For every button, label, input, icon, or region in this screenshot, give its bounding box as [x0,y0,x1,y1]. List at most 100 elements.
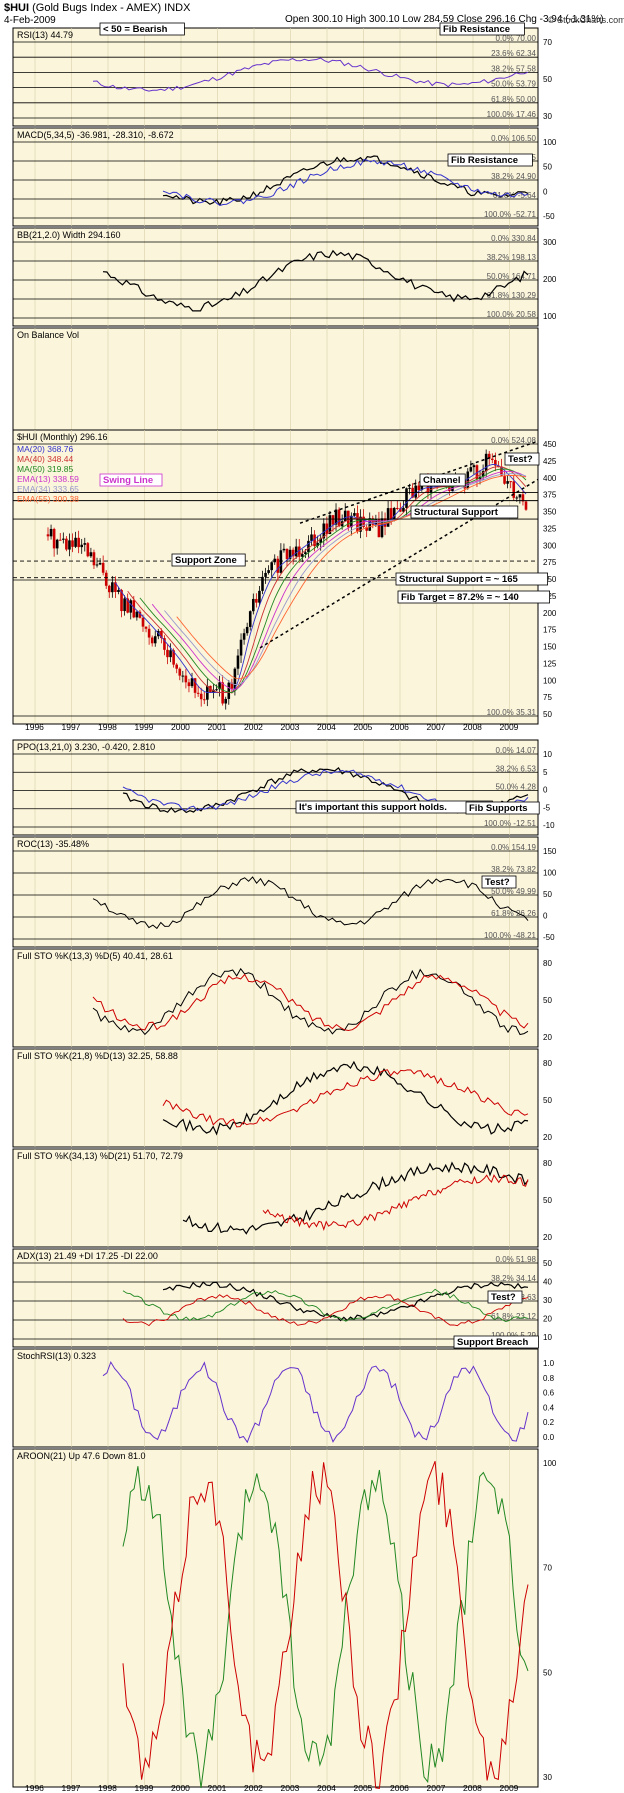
price-candle [236,655,240,669]
adx-series-line [122,1288,529,1322]
axis-tick-label: 450 [543,440,557,449]
fib-level-label: 0.0% 330.84 [491,234,536,243]
axis-tick-label: 100 [543,1459,557,1468]
panel-legend-macd: MACD(5,34,5) -36.981, -28.310, -8.672 [17,130,174,140]
price-candle [377,519,381,538]
axis-tick-label: -5 [543,803,551,812]
axis-tick-label: 50 [543,710,552,719]
price-candle [129,600,133,613]
annotation-box [171,553,246,567]
bb-series-line [102,249,529,312]
sto2-series-line [162,1060,529,1136]
annotation-roc: Test? [485,877,510,888]
x-axis-year-label: 2000 [171,722,190,732]
price-candle [202,699,206,701]
axis-tick-label: 75 [543,693,552,702]
price-candle [270,562,273,571]
fib-level-label: 50.0% 53.79 [491,80,536,89]
annotation-box [439,22,525,36]
price-candle [509,481,512,483]
roc-series-line [92,876,529,930]
price-candle [276,558,280,573]
price-candle [380,518,384,538]
price-candle [350,515,353,528]
panel-aroon [12,1448,539,1788]
price-candle [408,487,411,489]
x-axis-year-label: 2002 [244,1783,263,1793]
stochrsi-series-line [102,1360,529,1444]
aroon-series-line [122,1461,529,1789]
axis-tick-label: 0 [543,187,548,196]
x-axis-year-label: 1999 [135,1783,154,1793]
price-candle [402,507,405,512]
price-candle [55,539,59,549]
annotation-ppo: Fib Supports [469,803,528,814]
price-candle [288,549,292,560]
x-axis-year-label: 2009 [500,722,519,732]
price-candle [521,494,525,502]
panel-sto3 [12,1148,539,1248]
ma-legend-entry: MA(50) 319.85 [17,464,73,474]
axis-tick-label: 50 [543,996,552,1005]
annotation-box [99,22,185,36]
price-candle [267,570,270,573]
fib-level-label: 0.0% 14.07 [496,746,537,755]
adx-series-line [122,1294,529,1327]
axis-tick-label: 70 [543,1564,552,1573]
price-candle [481,471,485,477]
ma-legend-entry: EMA(13) 338.59 [17,474,79,484]
axis-tick-label: 100 [543,312,557,321]
annotation-ppo: It's important this support holds. [299,802,447,813]
ohlc-readout: Open 300.10 High 300.10 Low 284.59 Close… [285,14,604,25]
price-candle [255,598,258,603]
price-candle [325,523,329,534]
fib-level-label: 100.0% 35.31 [487,708,537,717]
fib-level-label: 61.8% 50.00 [491,95,536,104]
price-candle [83,543,87,545]
price-candle [386,508,390,527]
price-candle [258,590,261,603]
annotation-price: Fib Target = 87.2% = ~ 140 [401,592,519,603]
axis-tick-label: 150 [543,847,557,856]
axis-tick-label: 175 [543,626,557,635]
price-candle [178,668,182,676]
axis-tick-label: 5 [543,768,548,777]
moving-average-line [164,473,527,685]
price-candle [417,485,421,490]
panel-legend-sto3: Full STO %K(34,13) %D(21) 51.70, 72.79 [17,1151,183,1161]
axis-tick-label: 350 [543,508,557,517]
price-candle [242,633,246,640]
axis-tick-label: 0.0 [543,1433,555,1442]
rsi-series-line [92,57,529,92]
panel-legend-bb: BB(21,2.0) Width 294.160 [17,230,121,240]
price-candle [503,475,506,484]
x-axis-year-label: 2008 [463,1783,482,1793]
price-candle [74,537,77,547]
price-candle [319,538,323,543]
axis-tick-label: 0.2 [543,1418,555,1427]
price-candle [487,453,491,459]
axis-tick-label: 50 [543,1096,552,1105]
annotation-price: Channel [423,475,460,486]
price-candle [166,649,169,658]
price-candle [46,534,50,537]
price-candle [218,682,221,690]
x-axis-year-label: 1996 [25,722,44,732]
sto3-series-line [262,1174,529,1231]
price-candle [322,523,326,539]
axis-tick-label: -50 [543,933,555,942]
axis-tick-label: 0.8 [543,1374,555,1383]
price-candle [316,542,319,547]
panel-bb [12,227,539,327]
fib-level-label: 38.2% 24.90 [491,172,536,181]
x-axis-year-label: 2004 [317,722,336,732]
sto2-series-line [162,1069,529,1128]
panel-macd [12,127,539,227]
axis-tick-label: 425 [543,457,557,466]
price-candle [175,664,178,669]
price-candle [304,552,307,555]
axis-tick-label: -50 [543,212,555,221]
axis-tick-label: 0 [543,786,548,795]
x-axis-year-label: 1996 [25,1783,44,1793]
